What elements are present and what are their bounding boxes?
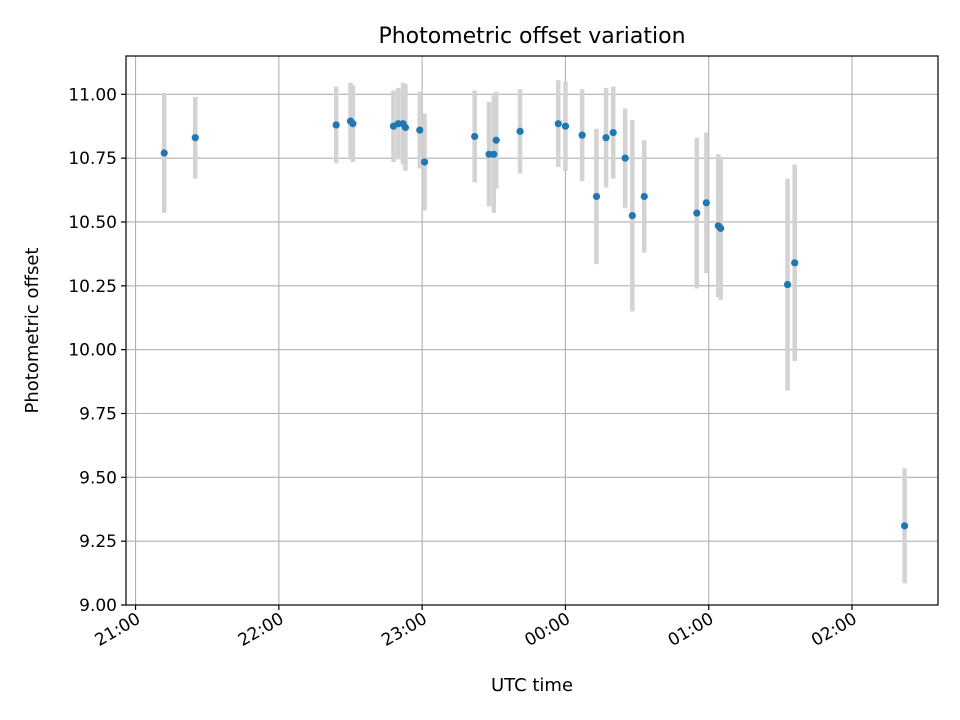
data-point [693,209,701,217]
data-point [191,134,199,142]
data-point [554,120,562,128]
y-tick-label: 10.75 [68,149,117,169]
data-point [578,131,586,139]
data-point [401,123,410,132]
plot-frame [125,55,939,606]
y-axis-label: Photometric offset [22,248,43,414]
chart-title: Photometric offset variation [378,24,685,49]
data-point [609,129,617,137]
data-point [628,211,636,220]
y-tick-label: 9.25 [79,532,117,552]
y-axis-ticks: 9.00 9.25 9.50 9.75 10.00 10.25 10.50 10.75 11.0… [68,85,126,616]
x-axis-label: UTC time [491,675,573,696]
y-tick-label: 10.00 [68,341,117,361]
data-point [471,132,479,141]
grid-lines [126,56,938,606]
data-point [602,134,610,142]
data-point [900,522,909,530]
data-point [717,224,725,232]
plot-area [126,56,938,605]
y-tick-label: 9.00 [79,596,117,616]
data-point [791,259,799,267]
data-point [621,154,629,162]
y-tick-label: 9.50 [79,468,117,488]
data-point [783,280,792,289]
y-tick-label: 10.50 [68,213,117,233]
data-point [516,127,524,135]
data-point [640,192,648,201]
data-point [561,122,570,130]
data-point [490,150,498,158]
data-point [332,121,340,129]
data-point [420,158,429,166]
y-tick-label: 9.75 [79,404,117,424]
data-point [160,149,168,157]
y-tick-label: 11.00 [68,85,117,105]
data-point [592,192,601,201]
data-points [160,117,909,530]
data-point [349,120,357,128]
y-tick-label: 10.25 [68,277,117,297]
data-point [416,126,424,134]
data-point [702,199,710,207]
data-point [492,136,500,144]
